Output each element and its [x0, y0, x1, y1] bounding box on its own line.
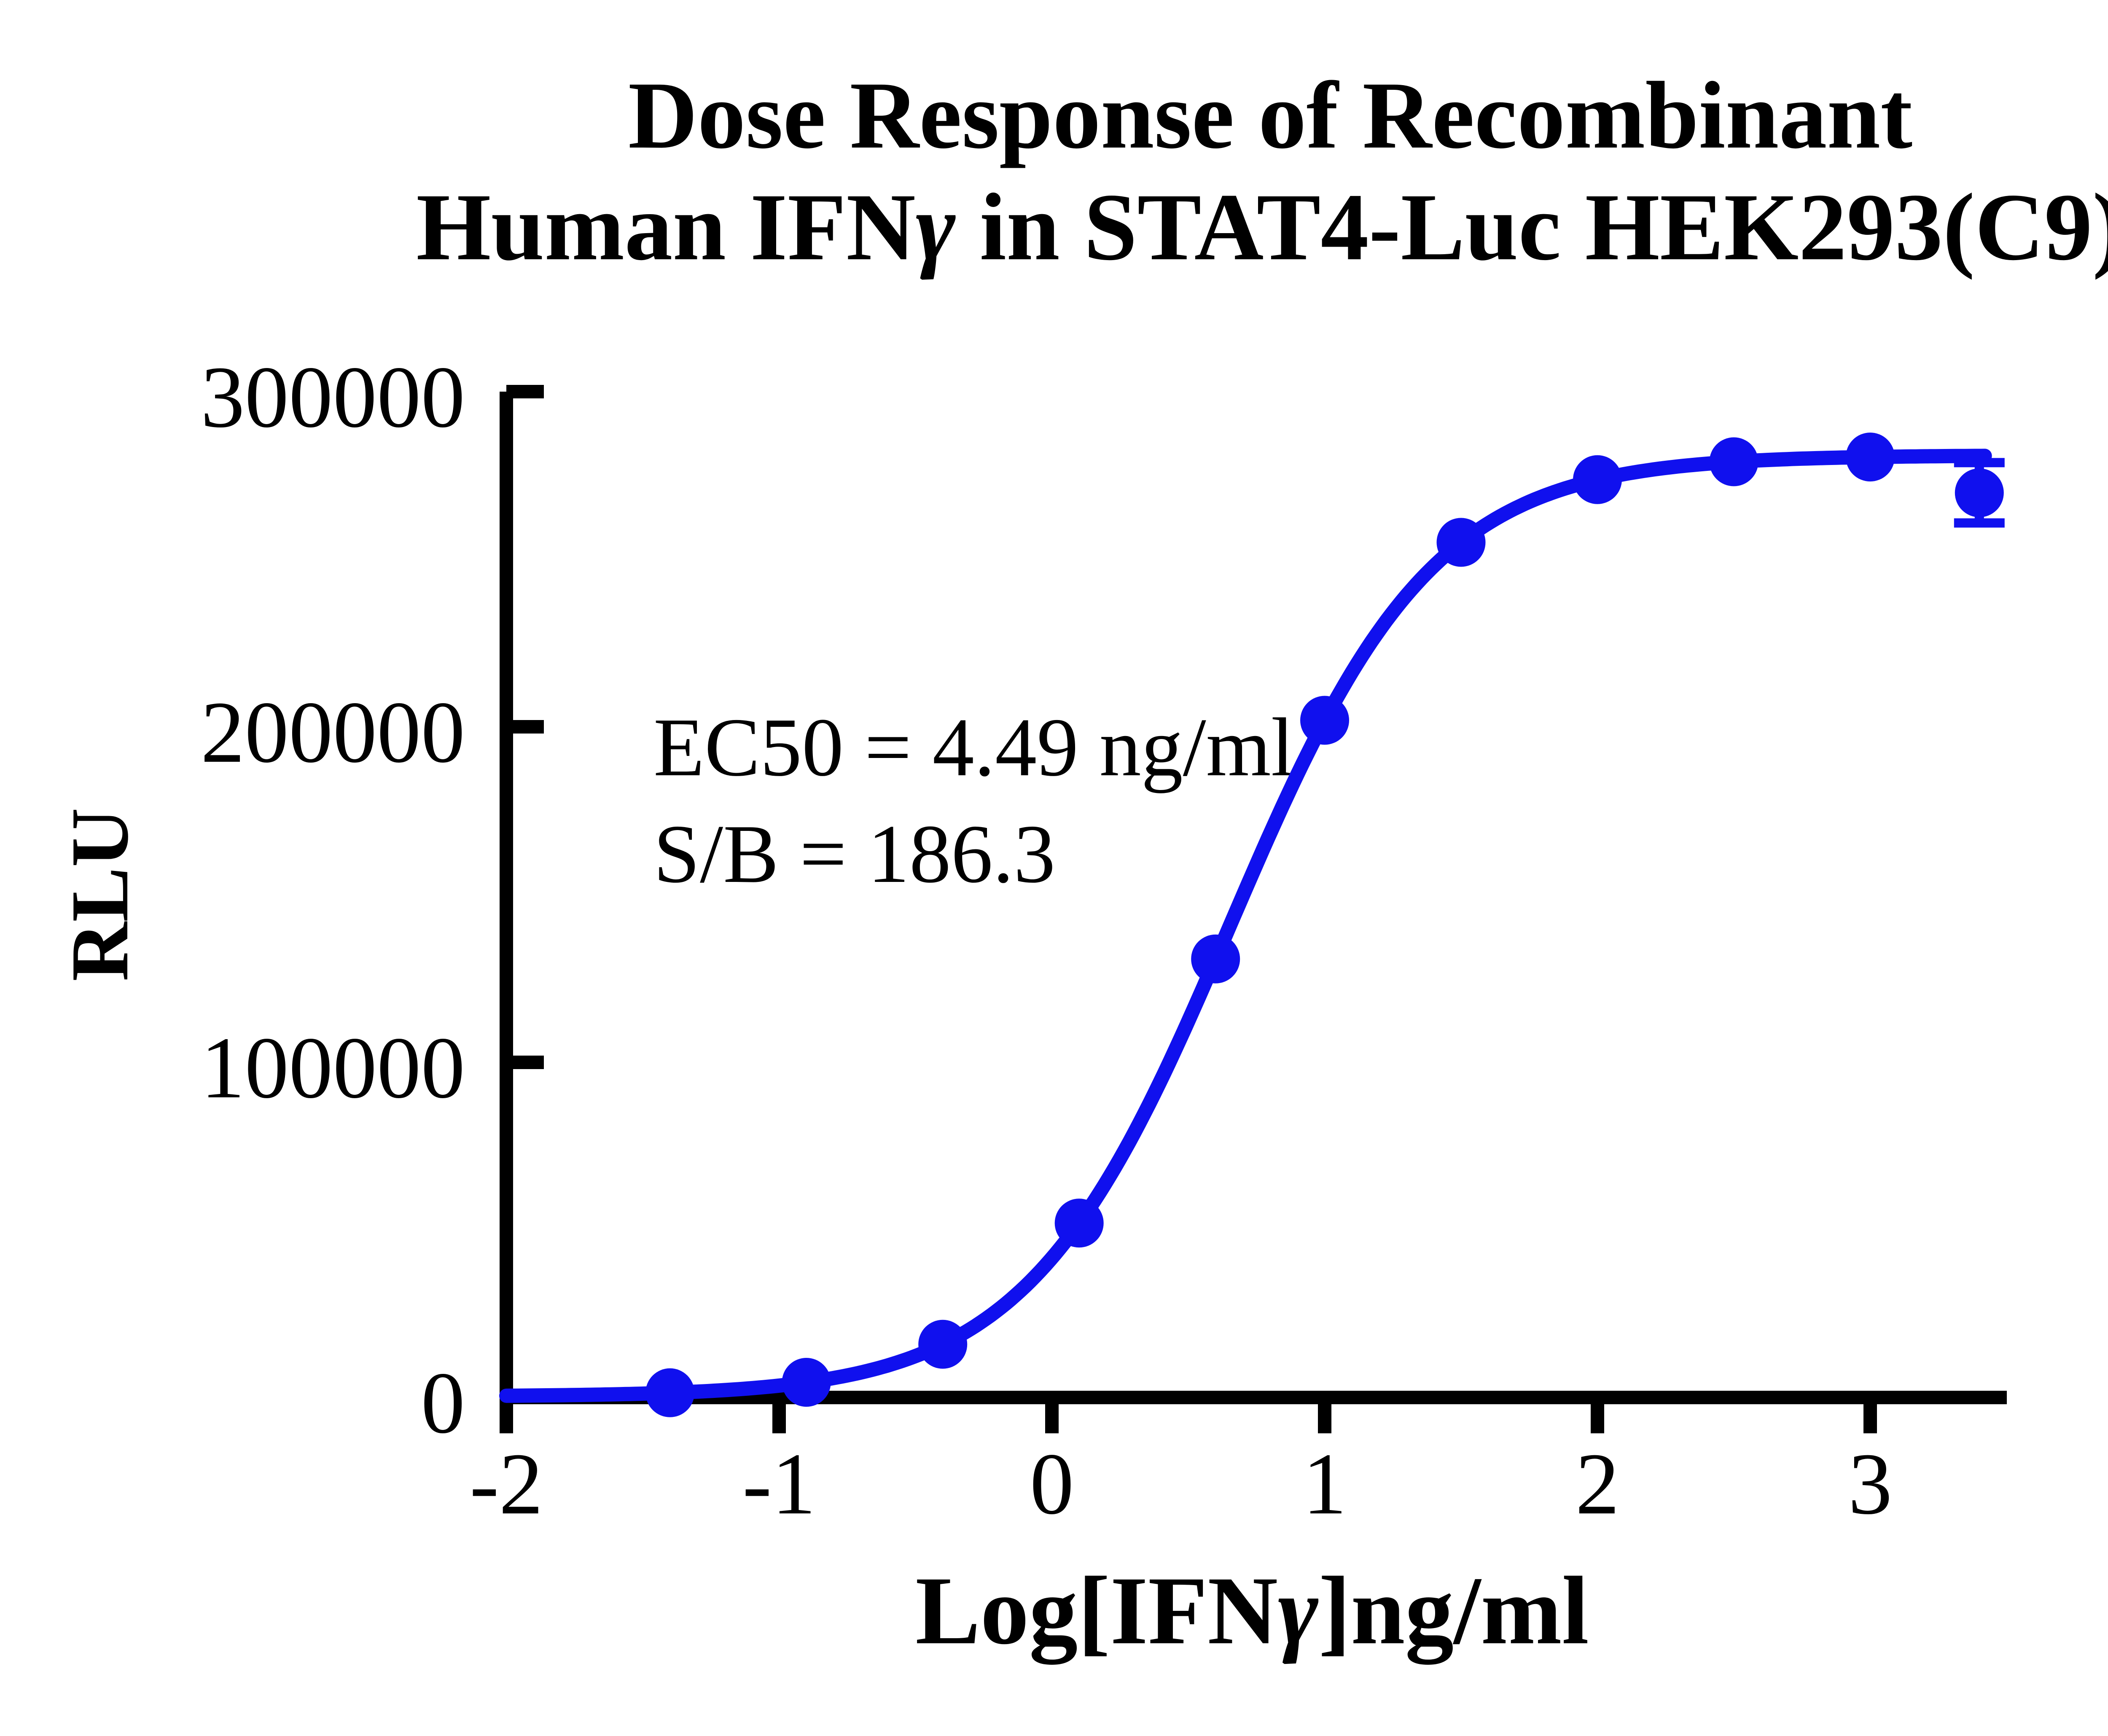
svg-text:0: 0 — [1030, 1435, 1074, 1533]
svg-text:S/B = 186.3: S/B = 186.3 — [653, 808, 1055, 900]
svg-text:300000: 300000 — [201, 349, 465, 446]
svg-text:-1: -1 — [742, 1435, 816, 1533]
svg-text:1: 1 — [1303, 1435, 1347, 1533]
svg-text:100000: 100000 — [201, 1019, 465, 1117]
svg-text:Human IFNγ in STAT4-Luc HEK293: Human IFNγ in STAT4-Luc HEK293(C9) — [416, 174, 2108, 280]
svg-text:3: 3 — [1848, 1435, 1893, 1533]
svg-text:0: 0 — [421, 1354, 465, 1452]
svg-text:-2: -2 — [470, 1435, 543, 1533]
svg-text:EC50 = 4.49 ng/ml: EC50 = 4.49 ng/ml — [653, 701, 1294, 793]
svg-text:2: 2 — [1576, 1435, 1620, 1533]
svg-text:Log[IFNγ]ng/ml: Log[IFNγ]ng/ml — [915, 1556, 1589, 1665]
svg-text:RLU: RLU — [54, 808, 145, 981]
svg-text:200000: 200000 — [201, 684, 465, 781]
svg-text:Dose Response of Recombinant: Dose Response of Recombinant — [628, 62, 1912, 169]
